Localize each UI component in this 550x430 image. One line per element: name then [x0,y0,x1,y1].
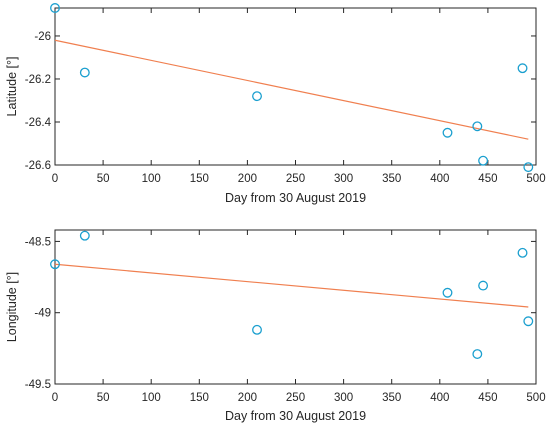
latitude-x-tick-label: 50 [97,173,110,185]
latitude-axes-box [54,7,537,166]
latitude-x-tick-label: 150 [190,173,209,185]
longitude-data-point [478,280,489,291]
latitude-x-tick-label: 450 [478,173,497,185]
longitude-data-point [442,287,453,298]
latitude-x-tick-label: 100 [142,173,161,185]
longitude-x-tick-label: 500 [526,392,545,404]
latitude-x-tick-label: 400 [430,173,449,185]
latitude-y-tick-label: -26 [34,31,51,43]
latitude-data-point [252,91,262,102]
longitude-x-tick-label: 350 [382,392,401,404]
longitude-data-point [523,316,534,327]
longitude-y-tick-label: -49.5 [25,379,51,391]
latitude-panel: 0 50 100 150 200 250 300 350 400 450 500 -26 -26.2 -2… [5,3,546,205]
latitude-trend-line [54,39,529,140]
longitude-x-tick-label: 100 [142,392,161,404]
longitude-x-tick-label: 450 [478,392,497,404]
latitude-data-point [442,127,453,138]
longitude-data-point [79,230,90,241]
latitude-x-tick-label: 250 [286,173,305,185]
longitude-trend-line [54,263,529,308]
latitude-x-tick-label: 300 [334,173,353,185]
latitude-x-axis-label: Day from 30 August 2019 [225,191,366,205]
longitude-y-tick-label: -48.5 [25,236,51,248]
latitude-data-point [478,155,489,166]
longitude-panel: 0 50 100 150 200 250 300 350 400 450 500 -48.5 -49 -4… [5,229,546,423]
latitude-x-tick-label: 0 [52,173,58,185]
latitude-x-tick-label: 350 [382,173,401,185]
latitude-data-point [517,63,528,74]
longitude-x-tick-label: 400 [430,392,449,404]
longitude-data-point [252,324,262,335]
latitude-y-axis-label: Latitude [°] [5,57,19,117]
longitude-data-point [472,349,483,360]
longitude-x-tick-label: 300 [334,392,353,404]
latitude-data-point [523,162,534,173]
latitude-data-point [472,121,483,132]
latitude-x-tick-label: 200 [238,173,257,185]
longitude-y-axis-label: Longitude [°] [5,272,19,342]
longitude-axes-box [54,229,537,385]
longitude-x-tick-label: 150 [190,392,209,404]
longitude-x-axis-label: Day from 30 August 2019 [225,409,366,423]
latitude-data-point [50,3,60,13]
longitude-x-tick-label: 0 [52,392,58,404]
latitude-data-point [79,67,90,78]
latitude-y-tick-label: -26.4 [25,117,52,129]
longitude-x-tick-label: 250 [286,392,305,404]
latitude-x-tick-label: 500 [526,173,545,185]
latitude-y-tick-label: -26.6 [25,160,51,172]
longitude-y-tick-label: -49 [34,308,51,320]
longitude-x-tick-label: 50 [97,392,110,404]
longitude-data-point [50,259,60,270]
longitude-data-point [517,247,528,258]
longitude-x-tick-label: 200 [238,392,257,404]
latitude-y-tick-label: -26.2 [25,74,51,86]
